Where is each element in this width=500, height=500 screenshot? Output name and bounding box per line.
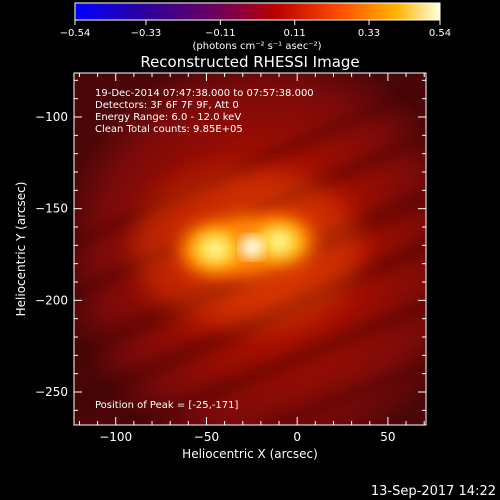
y-tick-label: −200 [35, 293, 68, 307]
annotation-line: 19-Dec-2014 07:47:38.000 to 07:57:38.000 [95, 88, 314, 99]
colorbar-tick-label: 0.11 [284, 28, 306, 39]
annotation-line: Detectors: 3F 6F 7F 9F, Att 0 [95, 100, 239, 111]
colorbar-tick-label: −0.54 [60, 28, 91, 39]
annotations: 19-Dec-2014 07:47:38.000 to 07:57:38.000… [95, 88, 314, 135]
peak-marker [239, 235, 264, 260]
colorbar-gradient [74, 2, 441, 21]
source-blob [233, 206, 325, 278]
peak-position-label: Position of Peak = [-25,-171] [95, 400, 239, 411]
x-axis-label: Heliocentric X (arcsec) [182, 447, 318, 461]
y-tick-label: −150 [35, 202, 68, 216]
x-tick-label: −50 [194, 430, 219, 444]
colorbar: −0.54 −0.33 −0.11 0.11 0.33 0.54 (photons cm⁻… [60, 2, 451, 52]
x-tick-label: −100 [99, 430, 132, 444]
annotation-line: Clean Total counts: 9.85E+05 [95, 124, 243, 135]
y-tick-label: −100 [35, 110, 68, 124]
colorbar-units-label: (photons cm⁻² s⁻¹ asec⁻²) [192, 41, 321, 52]
heatmap-image [74, 73, 426, 425]
colorbar-tick-label: −0.11 [205, 28, 236, 39]
annotation-line: Energy Range: 6.0 - 12.0 keV [95, 112, 241, 123]
timestamp: 13-Sep-2017 14:22 [371, 484, 496, 499]
x-tick-label: 0 [293, 430, 301, 444]
colorbar-tick-label: −0.33 [131, 28, 162, 39]
colorbar-tick-label: 0.54 [429, 28, 451, 39]
y-tick-label: −250 [35, 385, 68, 399]
colorbar-tick-label: 0.33 [358, 28, 380, 39]
x-axis: −100 −50 0 50 [78, 73, 425, 444]
chart-title: Reconstructed RHESSI Image [140, 53, 359, 71]
source-core [168, 204, 325, 286]
colorbar-ticks: −0.54 −0.33 −0.11 0.11 0.33 0.54 [60, 20, 451, 39]
x-tick-label: 50 [380, 430, 395, 444]
plot-frame [73, 72, 427, 426]
y-axis: −100 −150 −200 −250 [35, 79, 426, 411]
y-axis-label: Heliocentric Y (arcsec) [14, 182, 28, 317]
heatmap-sources [168, 204, 325, 286]
